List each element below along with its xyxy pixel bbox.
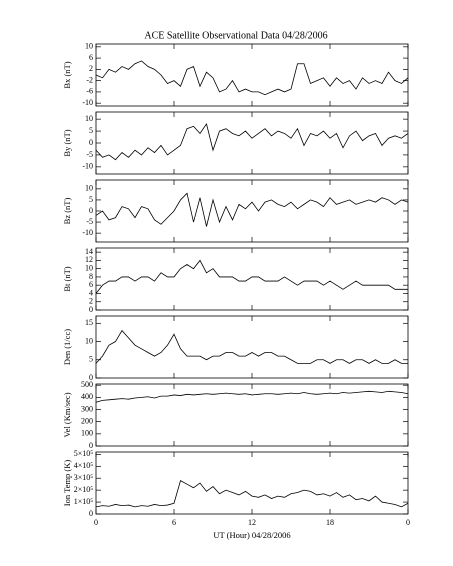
y-tick-label: 5×10⁵: [74, 449, 94, 458]
data-line: [95, 480, 409, 508]
y-tick-label: 10: [85, 184, 93, 193]
x-axis-label: UT (Hour) 04/28/2006: [213, 530, 290, 540]
y-tick-label: 100: [81, 429, 93, 438]
y-tick-label: 400: [81, 392, 93, 401]
y-tick-label: 0: [89, 138, 93, 147]
x-tick-label: 0: [406, 518, 410, 527]
y-tick-label: 2: [89, 64, 93, 73]
x-tick-label: 12: [248, 518, 256, 527]
y-tick-label: 4: [89, 288, 93, 297]
x-tick-label: 6: [172, 518, 176, 527]
y-tick-label: 6: [89, 53, 93, 62]
y-tick-label: 0: [89, 373, 93, 382]
x-tick-label: 0: [94, 518, 98, 527]
y-tick-label: -2: [86, 75, 93, 84]
y-tick-label: 4×10⁵: [74, 461, 94, 470]
y-tick-label: 3×10⁵: [74, 473, 94, 482]
y-axis-label: Bx (nT): [62, 61, 72, 88]
data-line: [95, 329, 408, 364]
y-axis-label: Vel (Km/sec): [62, 392, 72, 437]
y-tick-label: 6: [89, 280, 93, 289]
y-axis-label: Ion Temp (K): [62, 460, 72, 507]
y-tick-label: 300: [81, 404, 93, 413]
y-tick-label: -5: [86, 217, 93, 226]
y-tick-label: 0: [89, 509, 93, 518]
y-tick-label: -5: [86, 150, 93, 159]
data-line: [95, 192, 409, 227]
y-tick-label: 10: [85, 336, 93, 345]
y-tick-label: -10: [82, 162, 93, 171]
y-tick-label: 200: [81, 417, 93, 426]
y-tick-label: -10: [82, 228, 93, 237]
y-tick-label: 5: [89, 355, 93, 364]
y-tick-label: 12: [85, 255, 93, 264]
y-tick-label: 2: [89, 297, 93, 306]
data-line: [95, 60, 409, 96]
chart-title: ACE Satellite Observational Data 04/28/2…: [144, 30, 327, 41]
y-tick-label: 2×10⁵: [74, 485, 94, 494]
y-tick-label: 14: [85, 247, 93, 256]
y-tick-label: 15: [85, 318, 93, 327]
y-axis-label: By (nT): [62, 129, 72, 156]
y-tick-label: 0: [89, 305, 93, 314]
y-tick-label: 10: [85, 42, 93, 51]
y-tick-label: 10: [85, 114, 93, 123]
data-line: [95, 390, 409, 403]
y-tick-label: 0: [89, 206, 93, 215]
y-tick-label: -6: [86, 87, 93, 96]
y-axis-label: Bz (nT): [62, 197, 72, 224]
data-line: [95, 259, 408, 294]
y-tick-label: 500: [81, 380, 93, 389]
y-axis-label: Bt (nT): [62, 266, 72, 291]
y-tick-label: 1×10⁵: [74, 497, 94, 506]
y-tick-label: 0: [89, 441, 93, 450]
y-tick-label: 10: [85, 263, 93, 272]
y-tick-label: 5: [89, 126, 93, 135]
y-tick-label: -10: [82, 98, 93, 107]
x-tick-label: 18: [326, 518, 334, 527]
y-tick-label: 8: [89, 272, 93, 281]
y-tick-label: 5: [89, 195, 93, 204]
data-line: [95, 122, 409, 161]
y-axis-label: Den (1/cc): [62, 329, 72, 365]
